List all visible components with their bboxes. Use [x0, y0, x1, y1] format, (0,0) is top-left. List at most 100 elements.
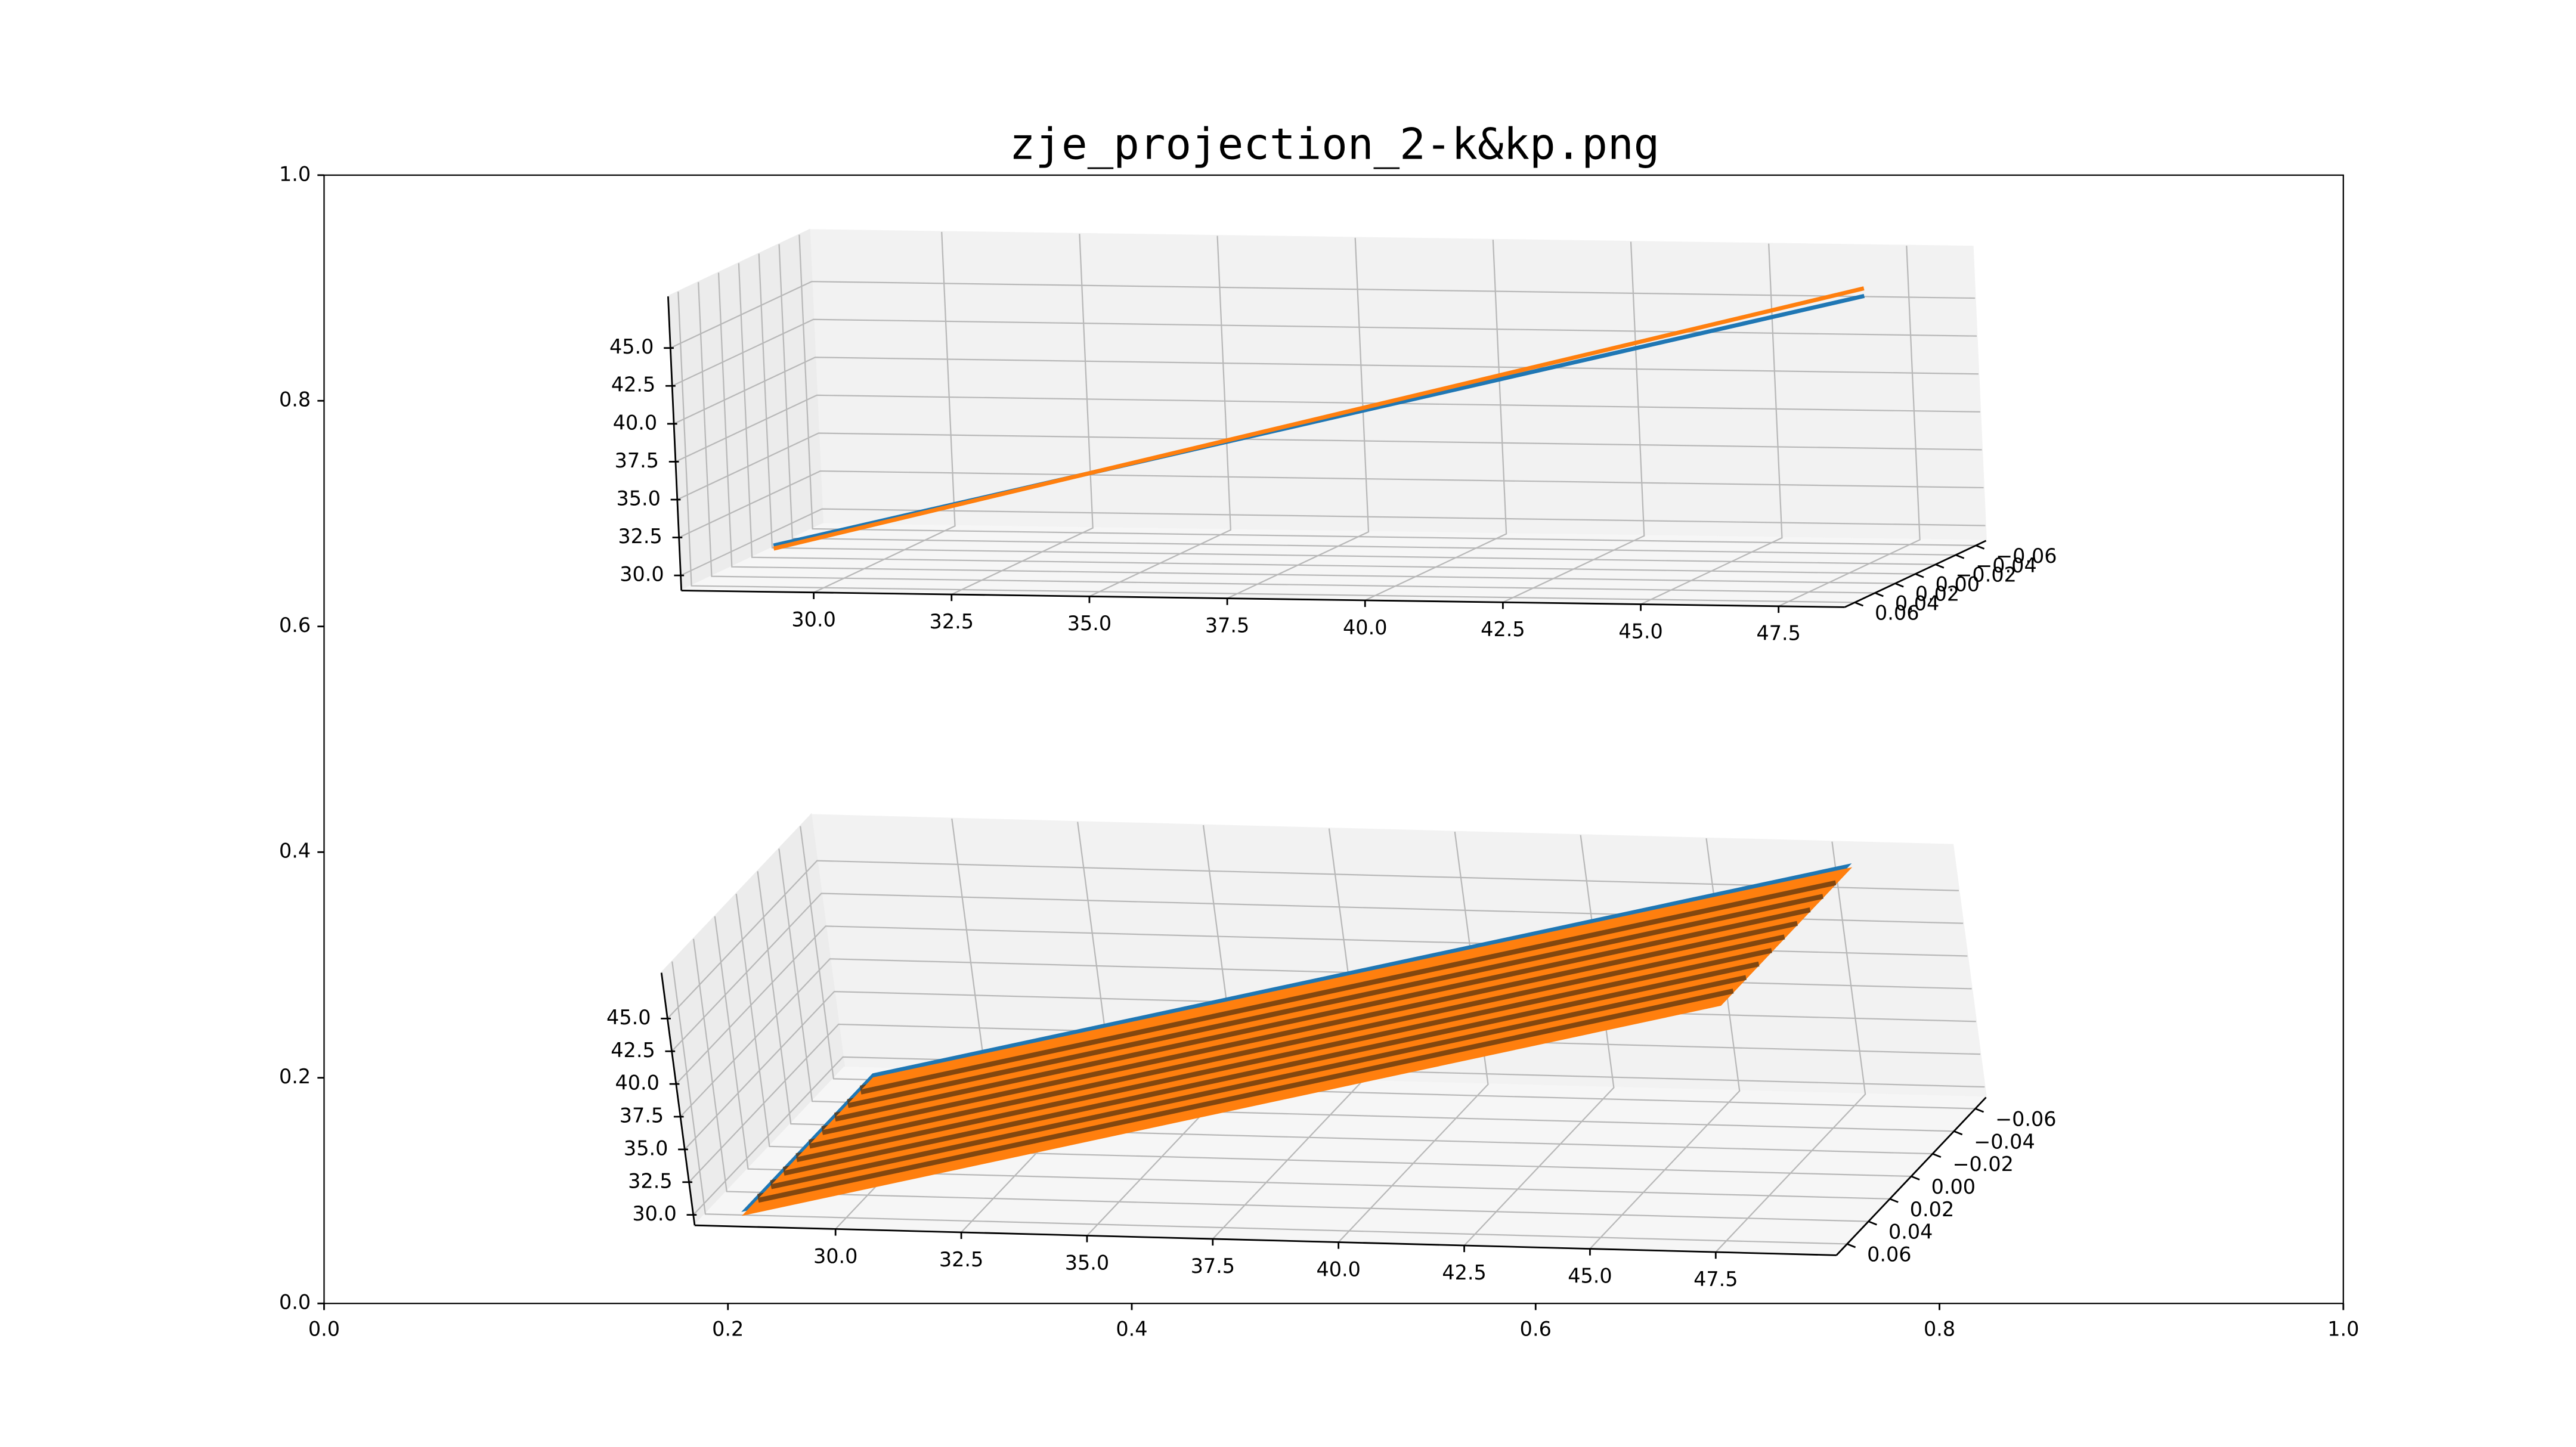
- grid-line: [679, 470, 1984, 538]
- x-tick-label: 1.0: [2327, 1317, 2359, 1340]
- y-tick: [1874, 592, 1884, 597]
- y-tick-label: −0.02: [1955, 563, 2016, 587]
- y-tick-label: 0.02: [1910, 1198, 1954, 1221]
- y-tick-label: 0.04: [1888, 1220, 1933, 1244]
- x-tick-label: 37.5: [1205, 613, 1249, 637]
- grid-line: [675, 394, 1980, 463]
- z-tick-label: 45.0: [606, 1006, 651, 1029]
- x-tick-label: 32.5: [939, 1248, 983, 1271]
- x-tick-label: 42.5: [1442, 1261, 1486, 1284]
- y-tick-label: 0.2: [279, 1065, 311, 1088]
- grid-line: [757, 871, 1933, 1155]
- y-axis: [1844, 540, 1987, 608]
- y-tick: [1955, 554, 1965, 559]
- y-tick: [1915, 573, 1924, 578]
- y-tick: [1894, 582, 1904, 588]
- line: [773, 286, 1865, 551]
- y-tick: [1953, 1130, 1963, 1136]
- z-axis: [660, 972, 696, 1226]
- axes-frame: [323, 174, 2344, 1305]
- grid-line: [758, 253, 1936, 565]
- y-tick: [1975, 1108, 1984, 1113]
- z-tick-label: 42.5: [611, 373, 655, 396]
- x-tick-label: 40.0: [1316, 1257, 1360, 1281]
- y-tick-label: 0.8: [279, 388, 311, 411]
- grid-line: [798, 234, 1976, 547]
- grid-line: [1089, 236, 1231, 597]
- y-tick-label: −0.04: [1974, 1130, 2035, 1153]
- back-pane: [808, 229, 1987, 542]
- x-tick-label: 0.6: [1520, 1317, 1552, 1340]
- x-axis: [694, 1224, 1837, 1256]
- surface-mesh: [822, 921, 1798, 1135]
- y-tick-label: 0.6: [279, 613, 311, 637]
- grid-line: [951, 234, 1094, 596]
- chart-title: zje_projection_2-k&kp.png: [1010, 119, 1660, 169]
- grid-line: [688, 1023, 1981, 1183]
- y-tick: [1889, 1198, 1899, 1203]
- grid-line: [1502, 241, 1645, 603]
- grid-line: [800, 826, 1976, 1110]
- x-tick-label: 0.4: [1116, 1317, 1147, 1340]
- x-tick-label: 40.0: [1343, 616, 1387, 639]
- x-tick-label: 47.5: [1693, 1268, 1738, 1291]
- y-tick-label: 1.0: [279, 162, 311, 185]
- z-axis: [667, 296, 683, 591]
- grid-line: [778, 244, 1956, 556]
- x-tick-label: 35.0: [1065, 1251, 1109, 1274]
- grid-line: [813, 231, 956, 593]
- x-tick-label: 0.2: [712, 1317, 744, 1340]
- grid-line: [671, 893, 1964, 1052]
- z-tick-label: 30.0: [632, 1202, 676, 1225]
- y-tick: [1868, 1220, 1877, 1226]
- x-tick-label: 37.5: [1191, 1254, 1235, 1278]
- surface-mesh: [860, 880, 1837, 1095]
- y-tick: [1911, 1175, 1920, 1180]
- y-tick-label: −0.06: [1995, 1108, 2056, 1131]
- x-axis: [681, 590, 1845, 608]
- x-tick-label: 0.0: [308, 1317, 340, 1340]
- grid-line: [673, 357, 1979, 425]
- grid-line: [1227, 237, 1370, 599]
- x-tick-label: 45.0: [1618, 619, 1662, 643]
- y-tick-label: 0.04: [1895, 592, 1939, 615]
- y-axis: [1835, 1096, 1987, 1256]
- surface-mesh: [757, 989, 1734, 1203]
- grid-line: [735, 894, 1912, 1178]
- grid-line: [714, 916, 1890, 1200]
- x-tick-label: 45.0: [1568, 1264, 1612, 1287]
- z-tick-label: 35.0: [616, 487, 660, 510]
- grid-line: [677, 432, 1982, 500]
- z-tick-label: 32.5: [618, 525, 662, 548]
- surface-mesh: [834, 907, 1811, 1122]
- grid-line: [1715, 841, 1866, 1253]
- grid-line: [671, 318, 1977, 387]
- grid-line: [1640, 243, 1783, 605]
- grid-line: [717, 272, 1896, 584]
- z-tick-label: 32.5: [628, 1169, 672, 1192]
- y-tick-label: −0.04: [1976, 554, 2036, 577]
- y-tick-label: 0.06: [1867, 1243, 1911, 1266]
- grid-line: [670, 281, 1976, 349]
- x-tick-label: 35.0: [1067, 612, 1111, 635]
- grid-line: [1337, 831, 1489, 1243]
- y-tick: [1935, 563, 1945, 569]
- z-tick-label: 37.5: [615, 449, 659, 472]
- surface-mesh: [770, 975, 1747, 1189]
- surface-mesh: [783, 961, 1760, 1176]
- x-tick-label: 0.8: [1924, 1317, 1955, 1340]
- y-tick-label: −0.02: [1952, 1152, 2013, 1176]
- grid-line: [1778, 245, 1921, 607]
- x-tick-label: 42.5: [1481, 618, 1525, 641]
- y-tick-label: 0.02: [1915, 582, 1959, 606]
- grid-line: [1364, 240, 1507, 601]
- surface-mesh: [796, 948, 1772, 1163]
- y-tick: [1976, 544, 1985, 550]
- z-tick-label: 45.0: [609, 335, 654, 358]
- grid-line: [671, 961, 1847, 1245]
- grid-line: [680, 508, 1986, 577]
- grid-line: [778, 848, 1954, 1132]
- x-tick-label: 32.5: [930, 610, 974, 633]
